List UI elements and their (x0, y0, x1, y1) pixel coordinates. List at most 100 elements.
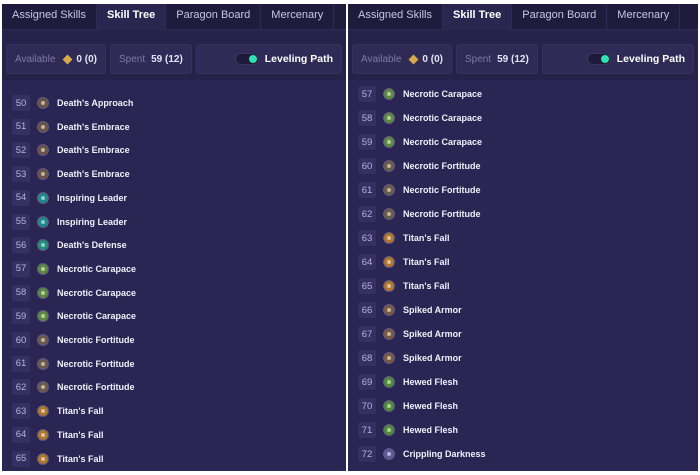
spent-points: Spent 59 (12) (109, 44, 192, 74)
skill-list[interactable]: 50 Death's Approach 51 Death's Embrace 52 Dea… (2, 80, 346, 471)
skill-row[interactable]: 63 Titan's Fall (358, 229, 450, 247)
skill-icon (383, 232, 395, 244)
tab-paragon-board[interactable]: Paragon Board (166, 4, 262, 30)
available-label: Available (15, 53, 56, 65)
skill-row[interactable]: 58 Necrotic Carapace (12, 284, 136, 302)
skill-name: Hewed Flesh (403, 401, 459, 411)
skill-row[interactable]: 67 Spiked Armor (358, 325, 462, 343)
tab-skill-tree[interactable]: Skill Tree (96, 4, 167, 30)
skill-icon (37, 97, 49, 109)
tab-assigned-skills[interactable]: Assigned Skills (348, 4, 443, 30)
skill-name: Necrotic Carapace (403, 137, 483, 147)
skill-name: Titan's Fall (57, 453, 104, 464)
skill-row[interactable]: 52 Death's Embrace (12, 141, 130, 159)
skill-icon (383, 136, 395, 148)
tab-assigned-skills[interactable]: Assigned Skills (2, 4, 97, 30)
skill-row[interactable]: 61 Necrotic Fortitude (358, 181, 481, 199)
tab-skill-tree[interactable]: Skill Tree (442, 4, 513, 30)
skill-row[interactable]: 53 Death's Embrace (12, 165, 130, 183)
skill-row[interactable]: 60 Necrotic Fortitude (12, 331, 135, 349)
skill-name: Titan's Fall (403, 281, 450, 291)
skill-icon (383, 280, 395, 292)
stats-bar: Available 0 (0) Spent 59 (12) Leveling P… (352, 44, 694, 74)
level-number: 50 (12, 95, 30, 111)
skill-icon (383, 352, 395, 364)
skill-icon (383, 160, 395, 172)
spent-label: Spent (118, 53, 146, 65)
skill-row[interactable]: 65 Titan's Fall (12, 450, 104, 468)
skill-row[interactable]: 62 Necrotic Fortitude (358, 205, 481, 223)
skill-name: Inspiring Leader (57, 192, 128, 203)
skill-name: Necrotic Fortitude (403, 185, 481, 195)
leveling-path-toggle[interactable]: Leveling Path (541, 44, 694, 74)
skill-row[interactable]: 70 Hewed Flesh (358, 397, 458, 415)
level-number: 59 (358, 134, 376, 150)
tab-bar: Assigned Skills Skill Tree Paragon Board… (348, 4, 698, 30)
skill-row[interactable]: 65 Titan's Fall (358, 277, 450, 295)
skill-row[interactable]: 68 Spiked Armor (358, 349, 462, 367)
level-number: 65 (12, 450, 30, 467)
skill-icon (37, 452, 49, 465)
skill-row[interactable]: 64 Titan's Fall (12, 426, 104, 444)
skill-name: Titan's Fall (403, 257, 450, 267)
level-number: 62 (358, 206, 376, 222)
toggle-knob (600, 55, 609, 63)
tab-mercenary[interactable]: Mercenary (607, 4, 681, 30)
level-number: 64 (358, 254, 376, 270)
tab-paragon-board[interactable]: Paragon Board (512, 4, 608, 30)
skill-name: Necrotic Fortitude (57, 358, 135, 369)
skill-name: Crippling Darkness (403, 449, 486, 459)
skill-row[interactable]: 51 Death's Embrace (12, 118, 130, 136)
skill-point-icon (408, 54, 419, 64)
level-number: 52 (12, 142, 30, 159)
skill-icon (37, 428, 49, 441)
skill-row[interactable]: 62 Necrotic Fortitude (12, 378, 135, 396)
level-number: 63 (358, 230, 376, 246)
skill-row[interactable]: 56 Death's Defense (12, 236, 127, 254)
skill-list[interactable]: 57 Necrotic Carapace 58 Necrotic Carapace 59… (348, 80, 698, 471)
skill-name: Necrotic Carapace (403, 113, 483, 123)
level-number: 54 (12, 189, 30, 206)
skill-icon (383, 184, 395, 196)
skill-row[interactable]: 61 Necrotic Fortitude (12, 355, 135, 373)
skill-row[interactable]: 72 Crippling Darkness (358, 445, 486, 463)
leveling-path-toggle[interactable]: Leveling Path (195, 44, 342, 74)
skill-row[interactable]: 69 Hewed Flesh (358, 373, 458, 391)
toggle-switch[interactable] (234, 53, 259, 65)
skill-row[interactable]: 66 Spiked Armor (358, 301, 462, 319)
skill-name: Titan's Fall (57, 429, 104, 440)
skill-point-icon (62, 54, 73, 64)
skill-row[interactable]: 60 Necrotic Fortitude (358, 157, 481, 175)
skill-row[interactable]: 54 Inspiring Leader (12, 189, 127, 207)
skill-icon (37, 381, 49, 394)
skill-row[interactable]: 55 Inspiring Leader (12, 213, 127, 231)
skill-row[interactable]: 50 Death's Approach (12, 94, 133, 112)
skill-row[interactable]: 59 Necrotic Carapace (12, 307, 136, 325)
skill-name: Inspiring Leader (57, 216, 128, 227)
skill-row[interactable]: 58 Necrotic Carapace (358, 109, 482, 127)
level-number: 71 (358, 422, 376, 438)
skill-icon (37, 405, 49, 418)
skill-icon (383, 376, 395, 388)
skill-name: Titan's Fall (403, 233, 450, 243)
skill-icon (383, 328, 395, 340)
level-number: 59 (12, 308, 30, 325)
skill-name: Death's Defense (57, 240, 127, 251)
skill-row[interactable]: 64 Titan's Fall (358, 253, 450, 271)
skill-tree-panel-right: Assigned Skills Skill Tree Paragon Board… (348, 4, 698, 471)
skill-row[interactable]: 57 Necrotic Carapace (12, 260, 136, 278)
tab-mercenary[interactable]: Mercenary (261, 4, 335, 30)
skill-row[interactable]: 63 Titan's Fall (12, 402, 104, 420)
level-number: 61 (12, 355, 30, 372)
skill-row[interactable]: 57 Necrotic Carapace (358, 85, 482, 103)
skill-name: Death's Embrace (57, 121, 130, 132)
available-label: Available (361, 53, 402, 65)
skill-name: Necrotic Fortitude (57, 335, 135, 345)
level-number: 58 (12, 284, 30, 301)
skill-row[interactable]: 59 Necrotic Carapace (358, 133, 482, 151)
skill-name: Hewed Flesh (403, 377, 459, 387)
level-number: 53 (12, 166, 30, 183)
skill-row[interactable]: 71 Hewed Flesh (358, 421, 458, 439)
level-number: 67 (358, 326, 376, 342)
toggle-switch[interactable] (586, 53, 611, 65)
